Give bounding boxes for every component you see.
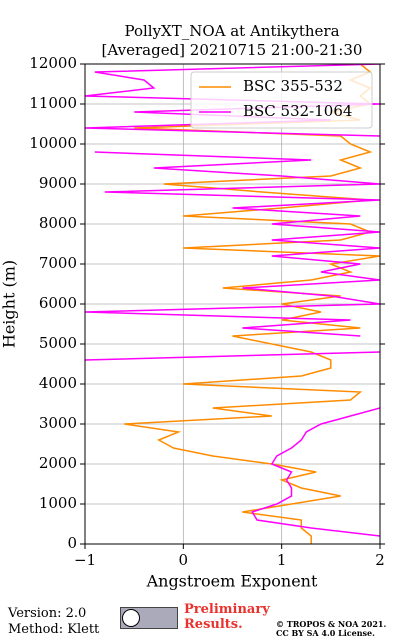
- chart-title: PollyXT_NOA at Antikythera: [124, 22, 339, 40]
- cc-badge: [120, 607, 178, 629]
- method-note: Method: Klett: [8, 622, 100, 637]
- x-tick-label: 0: [179, 551, 189, 569]
- y-tick-label: 11000: [29, 94, 77, 112]
- data-line: [85, 64, 380, 537]
- y-tick-label: 8000: [39, 214, 77, 232]
- chart: PollyXT_NOA at Antikythera [Averaged] 20…: [0, 22, 385, 591]
- y-tick-label: 1000: [39, 494, 77, 512]
- chart-subtitle: [Averaged] 20210715 21:00-21:30: [102, 41, 363, 59]
- y-tick-label: 5000: [39, 334, 77, 352]
- y-tick-label: 3000: [39, 414, 77, 432]
- version-note: Version: 2.0: [8, 606, 87, 621]
- y-tick-label: 10000: [29, 134, 77, 152]
- x-axis-label: Angstroem Exponent: [146, 572, 318, 591]
- preliminary-note: Preliminary Results.: [184, 602, 270, 632]
- y-tick-label: 7000: [39, 254, 77, 272]
- y-tick-label: 2000: [39, 454, 77, 472]
- copyright-note: © TROPOS & NOA 2021. CC BY SA 4.0 Licens…: [276, 619, 387, 638]
- y-tick-label: 6000: [39, 294, 77, 312]
- y-tick-label: 0: [67, 534, 77, 552]
- y-axis-label: Height (m): [0, 260, 19, 348]
- legend-box: [190, 71, 373, 129]
- y-tick-label: 9000: [39, 174, 77, 192]
- x-tick-label: 1: [277, 551, 287, 569]
- legend-label: BSC 355-532: [243, 77, 343, 95]
- x-tick-label: −1: [74, 551, 96, 569]
- y-tick-label: 12000: [29, 54, 77, 72]
- x-tick-label: 2: [375, 551, 385, 569]
- plot-frame: [84, 63, 381, 545]
- legend-label: BSC 532-1064: [243, 102, 352, 120]
- y-tick-label: 4000: [39, 374, 77, 392]
- cc-icon: [122, 609, 140, 627]
